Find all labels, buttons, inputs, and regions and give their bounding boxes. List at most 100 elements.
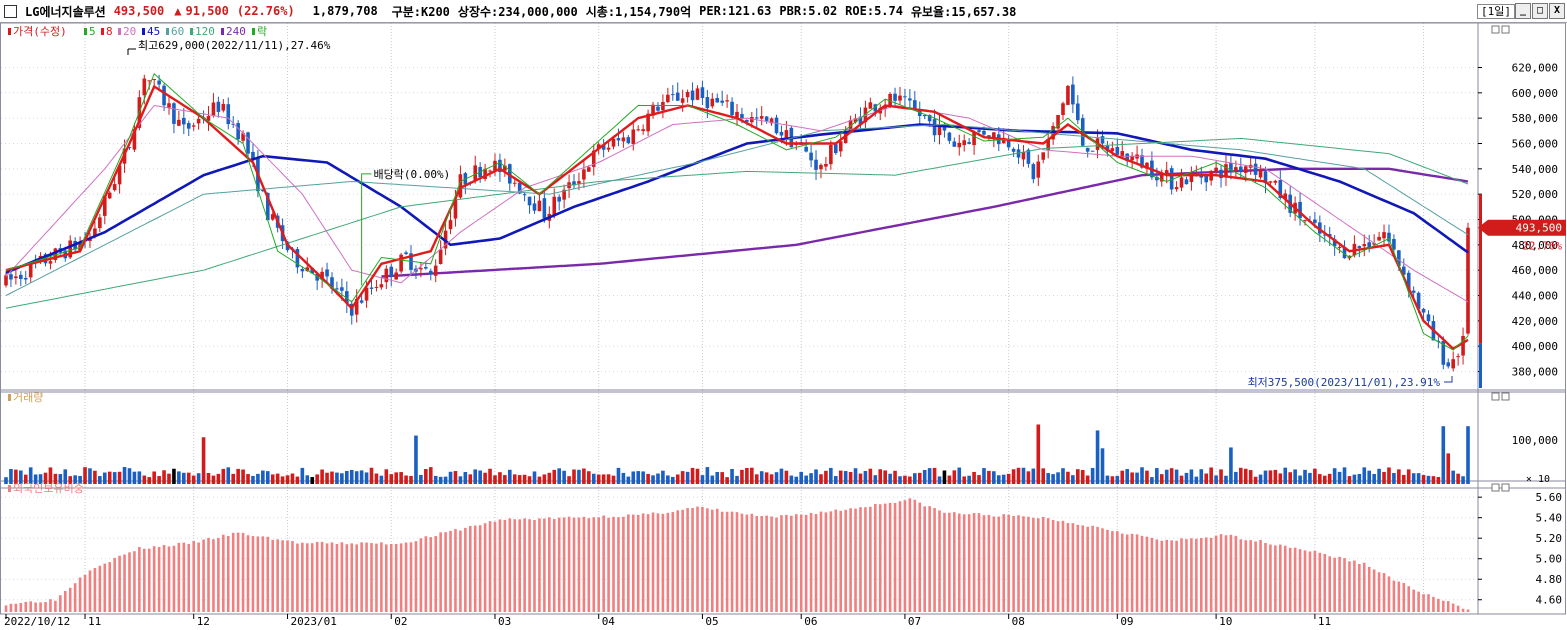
candle-body xyxy=(1155,176,1159,181)
candle-body xyxy=(661,101,665,111)
foreign-ratio-bar xyxy=(1451,603,1455,612)
foreign-ratio-bar xyxy=(1165,539,1169,612)
volume-bar xyxy=(1159,474,1164,484)
volume-bar xyxy=(735,475,739,484)
volume-bar xyxy=(1001,474,1006,484)
volume-bar xyxy=(745,467,749,484)
candle-body xyxy=(715,98,720,103)
candle-body xyxy=(922,115,927,117)
candle-body xyxy=(419,268,423,270)
candle-body xyxy=(1411,290,1416,293)
maximize-button[interactable]: □ xyxy=(1532,3,1548,19)
candle-body xyxy=(231,123,236,125)
select-checkbox[interactable] xyxy=(4,4,17,18)
candle-body xyxy=(774,117,779,134)
candle-body xyxy=(1125,153,1129,162)
volume-bar xyxy=(1456,473,1460,484)
candle-body xyxy=(517,182,522,194)
volume-bar xyxy=(641,471,645,484)
volume-bar xyxy=(315,474,319,484)
candle-body xyxy=(1406,272,1411,290)
foreign-ratio-bar xyxy=(1150,537,1154,612)
candle-body xyxy=(695,88,700,100)
candle-body xyxy=(903,96,907,98)
volume-bar xyxy=(1318,474,1322,484)
foreign-ratio-bar xyxy=(572,517,576,612)
stock-chart[interactable]: 380,000 400,000 420,000 440,000 460,000 480,0… xyxy=(0,22,1567,630)
dividend-annotation: 배당락(0.00%) xyxy=(374,168,451,181)
volume-bar xyxy=(285,475,290,484)
candle-body xyxy=(962,140,967,146)
volume-bar xyxy=(838,470,843,484)
volume-bar xyxy=(354,471,359,484)
volume-bar xyxy=(967,475,971,484)
volume-bar xyxy=(305,475,310,484)
candle-body xyxy=(1451,359,1455,369)
price-panel-min-icon xyxy=(1491,25,1500,34)
candle-body xyxy=(305,267,310,272)
candle-body xyxy=(1041,152,1046,160)
legend-label: 120 xyxy=(195,25,215,38)
foreign-ratio-bar xyxy=(429,537,433,612)
minimize-button[interactable]: _ xyxy=(1515,3,1531,19)
candle-body xyxy=(858,116,863,125)
volume-bar xyxy=(1229,447,1233,484)
candle-body xyxy=(1046,138,1050,150)
legend-swatch xyxy=(221,28,224,35)
candle-body xyxy=(754,117,759,119)
candle-body xyxy=(1342,247,1347,259)
volume-bar xyxy=(167,473,171,484)
price-tick-label: 420,000 xyxy=(1512,315,1558,328)
foreign-ratio-bar xyxy=(706,508,709,612)
foreign-ratio-bar xyxy=(923,506,926,612)
market-segment: 구분:K200 xyxy=(391,4,450,19)
foreign-ratio-bar xyxy=(83,574,87,612)
price-tick-label: 380,000 xyxy=(1512,366,1558,379)
candle-body xyxy=(1337,246,1342,249)
candle-body xyxy=(527,196,532,206)
candle-body xyxy=(829,145,833,165)
volume-bar xyxy=(863,470,868,484)
foreign-ratio-bar xyxy=(878,504,882,612)
candle-body xyxy=(177,119,181,126)
volume-bar xyxy=(947,475,952,484)
candle-body xyxy=(675,92,680,101)
foreign-ratio-bar xyxy=(1130,533,1134,612)
foreign-ratio-bar xyxy=(1244,540,1248,612)
foreign-ratio-bar xyxy=(528,519,531,612)
candle-body xyxy=(1026,149,1031,164)
volume-bar xyxy=(172,468,176,484)
volume-bar xyxy=(1199,469,1204,484)
foreign-ratio-bar xyxy=(873,503,877,612)
volume-bar xyxy=(507,469,512,484)
candle-body xyxy=(868,102,873,109)
volume-bar xyxy=(177,471,181,484)
foreign-ratio-bar xyxy=(671,512,675,612)
ma5-line xyxy=(5,72,1469,351)
day-range-bar xyxy=(1479,194,1482,344)
close-button[interactable]: X xyxy=(1549,3,1565,19)
volume-bar xyxy=(1125,469,1129,484)
candle-body xyxy=(1273,180,1278,183)
foreign-ratio-bar xyxy=(676,510,680,612)
candle-body xyxy=(473,165,478,181)
foreign-ratio-bar xyxy=(320,541,324,612)
volume-bar xyxy=(1397,469,1401,484)
ma240-line xyxy=(381,167,1469,278)
foreign-ratio-bar xyxy=(533,520,536,612)
volume-bar xyxy=(186,472,191,484)
candle-body xyxy=(102,196,107,216)
candle-body xyxy=(670,94,675,96)
period-selector[interactable]: [1일] xyxy=(1477,4,1515,19)
candle-body xyxy=(1322,234,1327,236)
x-axis-label: 02 xyxy=(394,615,407,628)
volume-bar xyxy=(927,468,932,484)
volume-bar xyxy=(537,476,542,484)
volume-bar xyxy=(764,472,769,484)
volume-bar xyxy=(1352,474,1357,484)
foreign-ratio-bar xyxy=(903,500,907,612)
volume-bar xyxy=(443,476,448,484)
candle-body xyxy=(48,261,53,264)
volume-bar xyxy=(226,467,231,484)
candle-body xyxy=(1145,162,1149,169)
